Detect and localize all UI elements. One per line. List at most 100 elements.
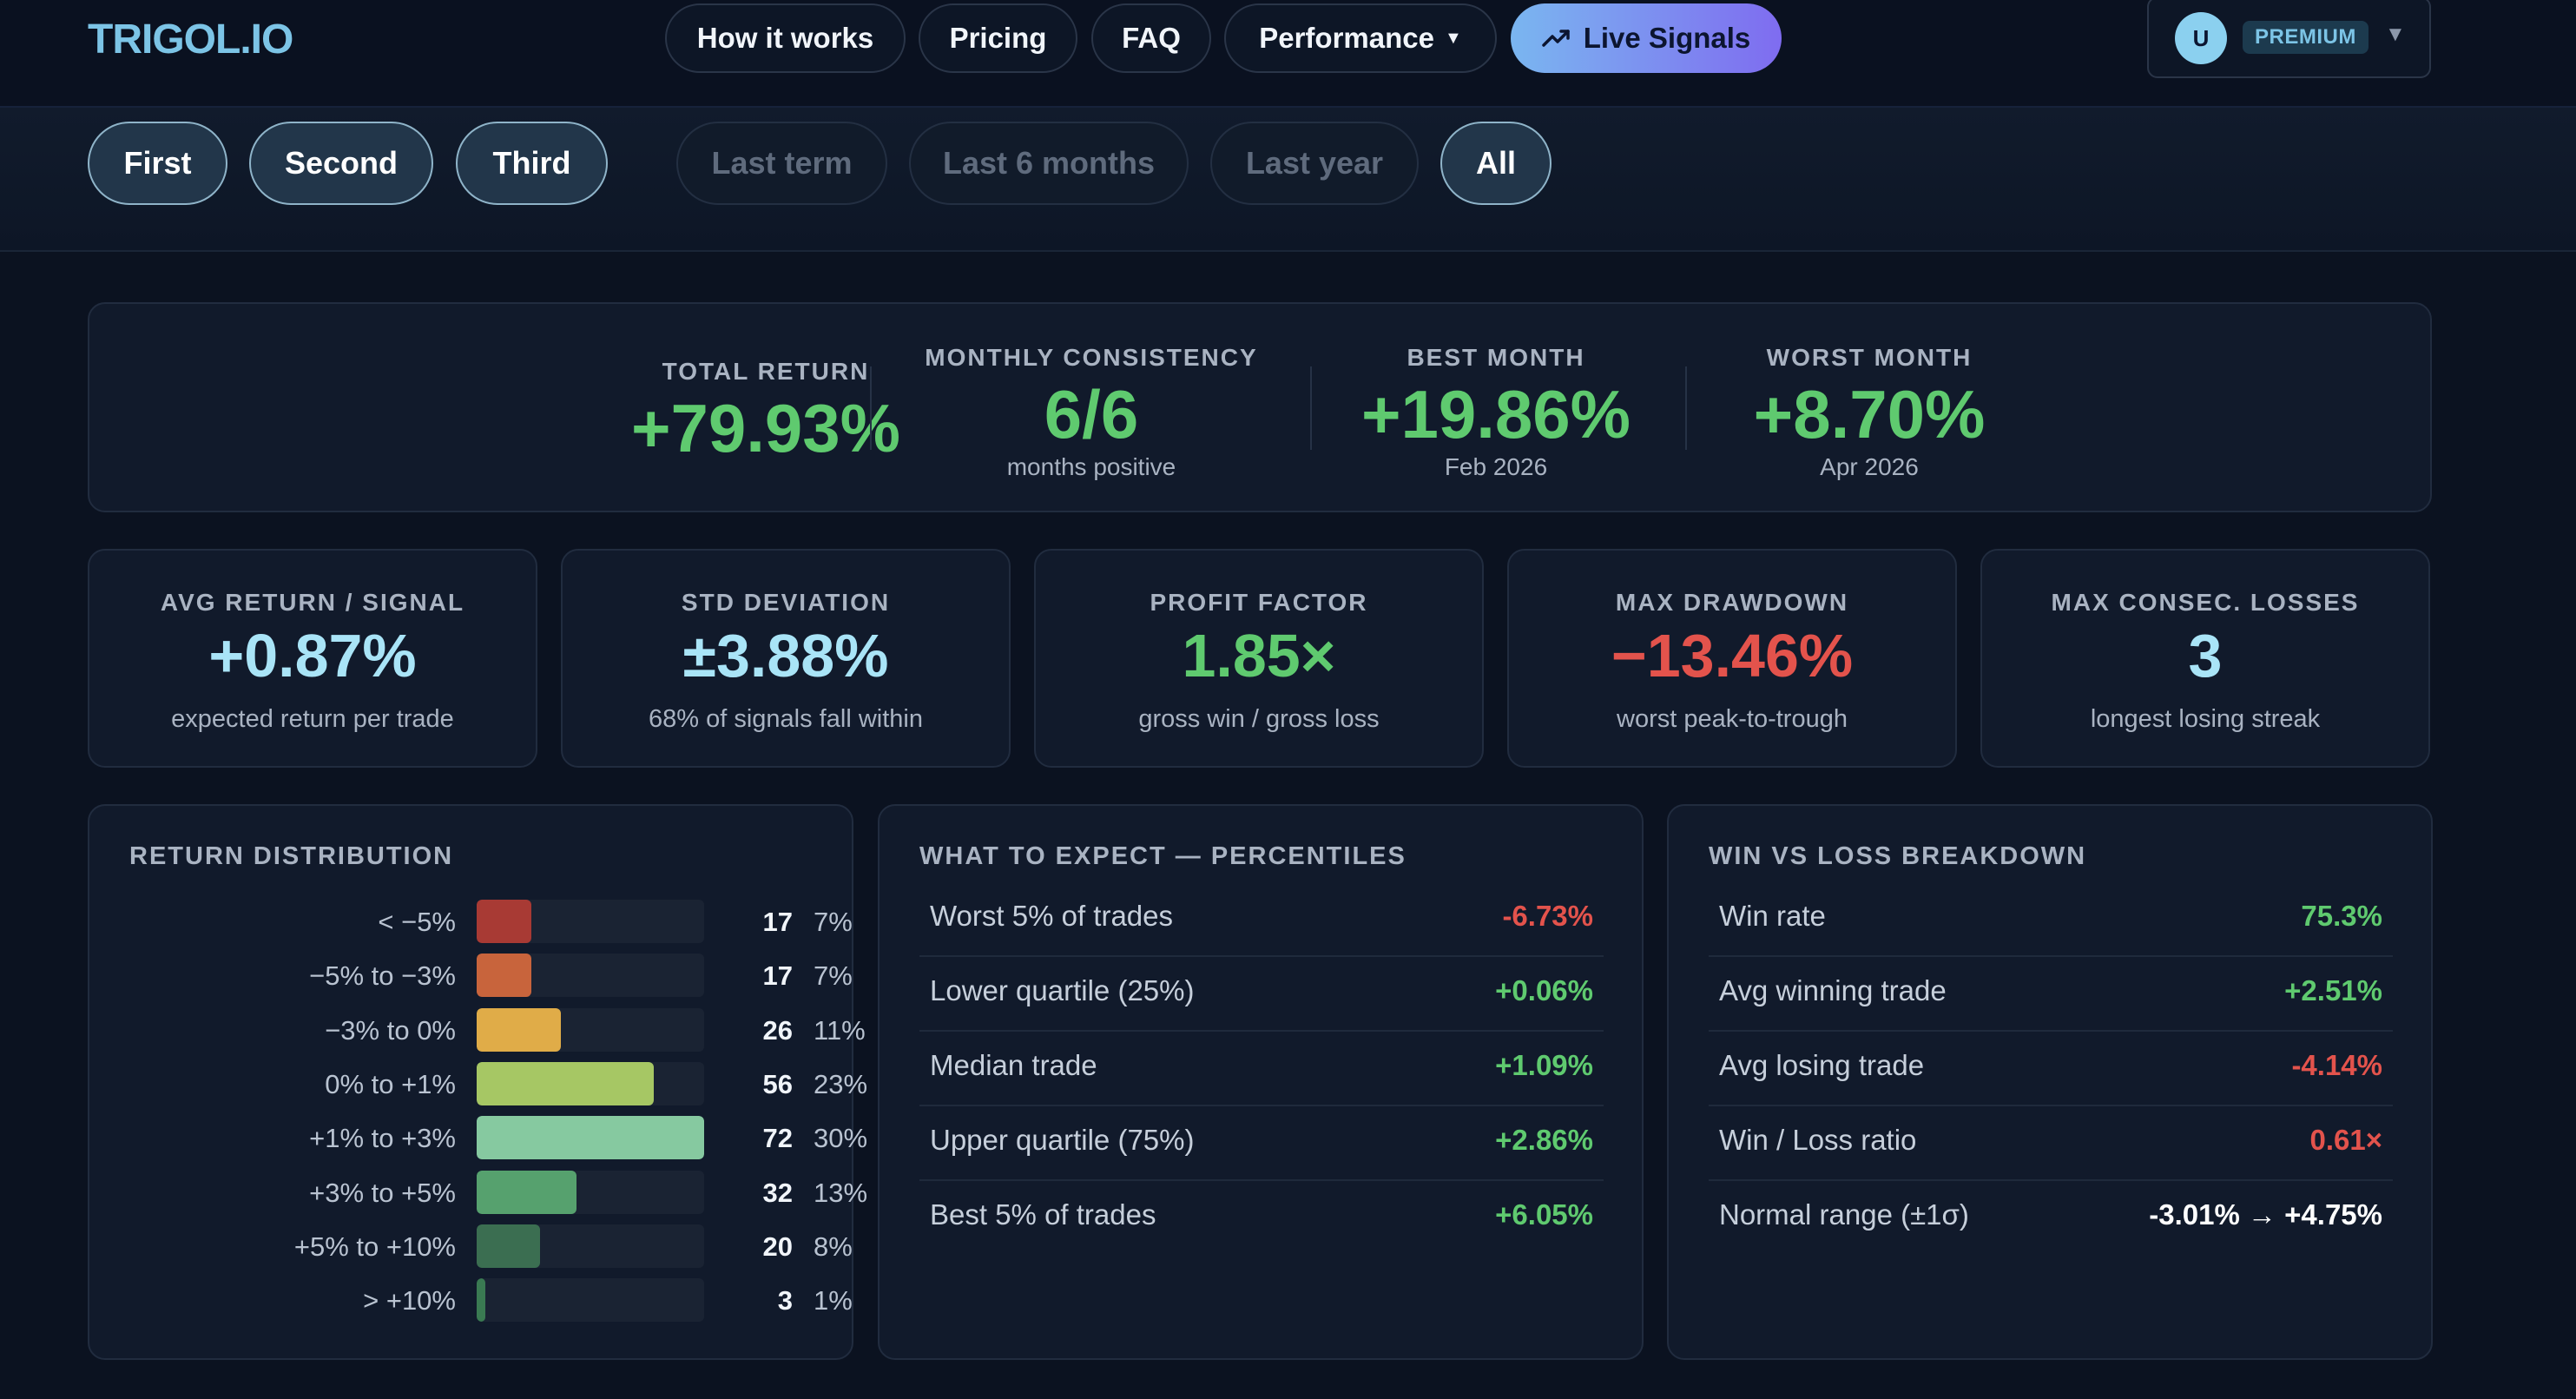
metric-value: 3 <box>2188 622 2223 690</box>
distribution-bar <box>477 1171 577 1214</box>
total-return-stat: TOTAL RETURN +79.93% <box>539 358 992 462</box>
distribution-row: 0% to +1% 56 23% <box>89 1062 867 1105</box>
best-month-value: +19.86% <box>1360 376 1631 452</box>
metric-value: 1.85× <box>1182 622 1336 690</box>
filter-bar: First Second Third Last term Last 6 mont… <box>0 108 2576 252</box>
panel-title: RETURN DISTRIBUTION <box>129 842 454 870</box>
count-value: 32 <box>762 1178 793 1208</box>
count-value: 17 <box>762 960 793 991</box>
row-label: Avg winning trade <box>1719 974 1947 1006</box>
monthly-consistency-stat: MONTHLY CONSISTENCY 6/6 months positive <box>912 344 1270 481</box>
metric-sub: expected return per trade <box>171 705 454 733</box>
best-month-sub: Feb 2026 <box>1444 453 1548 480</box>
nav-how-it-works[interactable]: How it works <box>665 3 906 73</box>
metric-card-std-deviation: STD DEVIATION ±3.88% 68% of signals fall… <box>561 549 1011 768</box>
metric-sub: longest losing streak <box>2090 705 2321 733</box>
range-label: −3% to 0% <box>325 1015 456 1046</box>
percent-value: 11% <box>814 1015 866 1046</box>
percentiles-panel: WHAT TO EXPECT — PERCENTILES Worst 5% of… <box>878 804 1644 1360</box>
row-value: 0.61× <box>2309 1124 2383 1156</box>
distribution-bar-track <box>477 1278 704 1322</box>
range-label: +3% to +5% <box>309 1178 456 1208</box>
metric-label: STD DEVIATION <box>681 589 891 616</box>
best-month-stat: BEST MONTH +19.86% Feb 2026 <box>1340 344 1652 481</box>
divider <box>1685 366 1687 450</box>
worst-month-stat: WORST MONTH +8.70% Apr 2026 <box>1722 344 2017 481</box>
count-value: 56 <box>762 1069 793 1099</box>
table-row: Worst 5% of trades -6.73% <box>919 881 1604 957</box>
best-month-label: BEST MONTH <box>1407 344 1585 371</box>
filter-group-second[interactable]: Second <box>249 122 433 205</box>
filter-group-first[interactable]: First <box>88 122 227 205</box>
distribution-row: −5% to −3% 17 7% <box>89 954 853 997</box>
distribution-bar-track <box>477 1062 704 1105</box>
distribution-bar <box>477 1062 655 1105</box>
distribution-row: +3% to +5% 32 13% <box>89 1171 867 1214</box>
distribution-bar <box>477 900 531 943</box>
metric-card-max-drawdown: MAX DRAWDOWN −13.46% worst peak-to-troug… <box>1507 549 1957 768</box>
worst-month-value: +8.70% <box>1753 376 1986 452</box>
row-label: Win / Loss ratio <box>1719 1124 1917 1156</box>
distribution-row: < −5% 17 7% <box>89 900 853 943</box>
filter-period-all[interactable]: All <box>1440 122 1552 205</box>
total-return-label: TOTAL RETURN <box>662 358 870 385</box>
metric-label: MAX DRAWDOWN <box>1615 589 1849 616</box>
percent-value: 23% <box>814 1069 868 1099</box>
row-value: +2.86% <box>1495 1124 1593 1156</box>
percent-value: 30% <box>814 1123 868 1153</box>
filter-period-last-6-months[interactable]: Last 6 months <box>909 122 1189 205</box>
distribution-bar <box>477 1008 561 1052</box>
distribution-bar-track <box>477 1224 704 1268</box>
filter-group-third[interactable]: Third <box>456 122 608 205</box>
monthly-consistency-label: MONTHLY CONSISTENCY <box>925 344 1258 371</box>
panel-title: WIN VS LOSS BREAKDOWN <box>1709 842 2087 870</box>
monthly-consistency-value: 6/6 <box>1044 376 1139 452</box>
row-label: Best 5% of trades <box>930 1198 1156 1231</box>
row-value: +6.05% <box>1495 1198 1593 1231</box>
metric-label: MAX CONSEC. LOSSES <box>2051 589 2360 616</box>
row-label: Worst 5% of trades <box>930 900 1174 932</box>
caret-down-icon: ▼ <box>1444 28 1462 48</box>
metric-sub: worst peak-to-trough <box>1617 705 1848 733</box>
performance-label: Performance <box>1259 22 1434 54</box>
distribution-row: +1% to +3% 72 30% <box>89 1116 867 1159</box>
nav-faq[interactable]: FAQ <box>1091 3 1211 73</box>
live-signals-button[interactable]: Live Signals <box>1511 3 1782 73</box>
worst-month-sub: Apr 2026 <box>1820 453 1919 480</box>
chevron-down-icon: ▼ <box>2385 23 2406 46</box>
worst-month-label: WORST MONTH <box>1766 344 1973 371</box>
distribution-bar <box>477 1224 541 1268</box>
range-label: +1% to +3% <box>309 1123 456 1153</box>
distribution-bar-track <box>477 1171 704 1214</box>
filter-period-last-year[interactable]: Last year <box>1210 122 1419 205</box>
range-label: −5% to −3% <box>309 960 456 991</box>
return-distribution-panel: RETURN DISTRIBUTION < −5% 17 7% −5% to −3% 1… <box>88 804 867 1360</box>
nav-performance-dropdown[interactable]: Performance ▼ <box>1224 3 1497 73</box>
metric-card-profit-factor: PROFIT FACTOR 1.85× gross win / gross lo… <box>1034 549 1484 768</box>
account-menu[interactable]: U PREMIUM ▼ <box>2147 0 2431 78</box>
nav-pricing[interactable]: Pricing <box>919 3 1077 73</box>
range-label: 0% to +1% <box>325 1069 456 1099</box>
distribution-bar-track <box>477 954 704 997</box>
panel-title: WHAT TO EXPECT — PERCENTILES <box>919 842 1407 870</box>
row-value: -6.73% <box>1502 900 1593 932</box>
metric-value: −13.46% <box>1611 622 1854 690</box>
percent-value: 7% <box>814 907 853 937</box>
filter-period-last-term[interactable]: Last term <box>676 122 887 205</box>
row-value: +0.06% <box>1495 974 1593 1006</box>
table-row: Lower quartile (25%) +0.06% <box>919 955 1604 1032</box>
distribution-bar-track <box>477 1008 704 1052</box>
count-value: 17 <box>762 907 793 937</box>
brand-logo[interactable]: TRIGOL.IO <box>88 16 293 63</box>
percent-value: 13% <box>814 1178 868 1208</box>
distribution-bar <box>477 1278 486 1322</box>
range-label: > +10% <box>363 1285 456 1316</box>
percent-value: 7% <box>814 960 853 991</box>
row-value: -4.14% <box>2291 1049 2382 1081</box>
row-value: +1.09% <box>1495 1049 1593 1081</box>
distribution-bar <box>477 954 531 997</box>
metric-sub: 68% of signals fall within <box>649 705 923 733</box>
trending-up-icon <box>1541 30 1570 47</box>
count-value: 3 <box>777 1285 793 1316</box>
range-label: < −5% <box>378 907 456 937</box>
